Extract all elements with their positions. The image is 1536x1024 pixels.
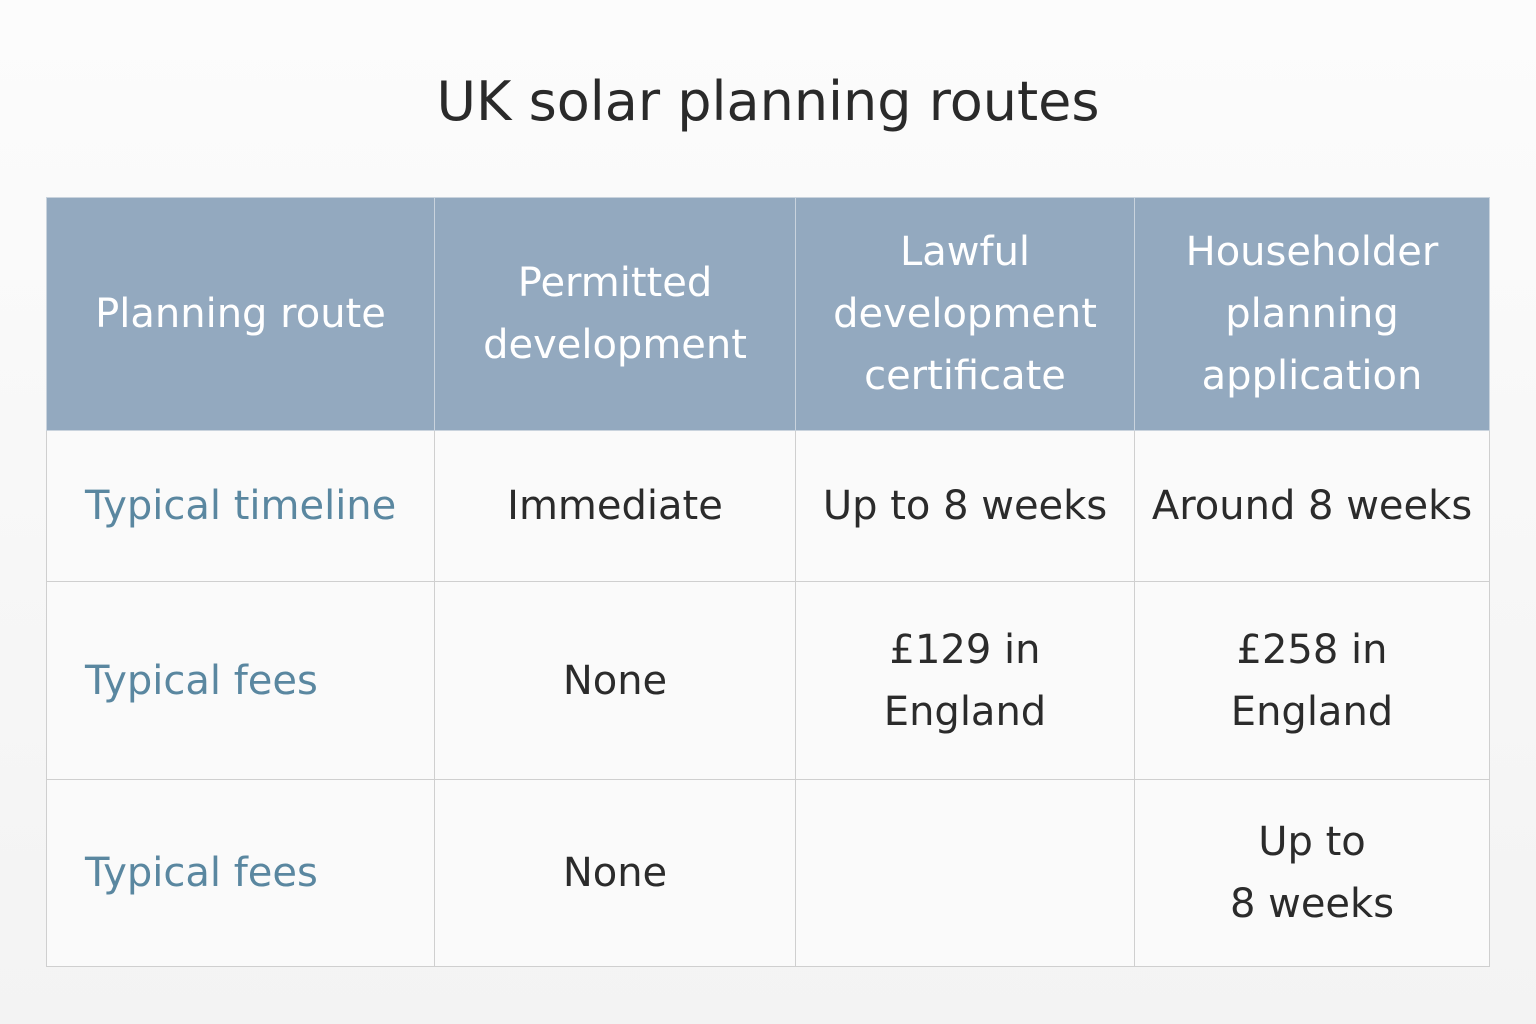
table-cell: None — [434, 581, 796, 780]
cell-text: £258 in England — [1230, 626, 1394, 735]
table-row: Typical fees None Up to 8 weeks — [46, 779, 1490, 967]
cell-text: Around 8 weeks — [1151, 483, 1473, 529]
header-cell: Lawful development certificate — [795, 197, 1135, 431]
table-cell: Up to 8 weeks — [1134, 779, 1490, 967]
cell-text: None — [562, 850, 668, 896]
cell-text: £129 in England — [883, 626, 1047, 735]
header-label: Planning route — [95, 291, 386, 337]
table-cell — [795, 779, 1135, 967]
table-row: Typical fees None £129 in England £258 i… — [46, 581, 1490, 780]
cell-text: Immediate — [507, 483, 723, 529]
table-header-row: Planning route Permitted development Law… — [46, 197, 1490, 431]
header-label: Permitted development — [483, 260, 747, 368]
header-label: Lawful development certificate — [833, 229, 1097, 399]
planning-routes-table: Planning route Permitted development Law… — [46, 197, 1490, 967]
cell-text: Up to 8 weeks — [822, 483, 1108, 529]
table-cell: None — [434, 779, 796, 967]
row-label: Typical timeline — [46, 430, 435, 582]
cell-text: Up to 8 weeks — [1229, 819, 1395, 927]
header-cell: Householder planning application — [1134, 197, 1490, 431]
row-label: Typical fees — [46, 581, 435, 780]
header-cell: Planning route — [46, 197, 435, 431]
row-label: Typical fees — [46, 779, 435, 967]
cell-text: None — [562, 657, 668, 704]
table-row: Typical timeline Immediate Up to 8 weeks… — [46, 430, 1490, 582]
header-cell: Permitted development — [434, 197, 796, 431]
header-label: Householder planning application — [1185, 229, 1439, 399]
table-cell: Immediate — [434, 430, 796, 582]
table-cell: £129 in England — [795, 581, 1135, 780]
page-title: UK solar planning routes — [436, 70, 1100, 133]
table-cell: Up to 8 weeks — [795, 430, 1135, 582]
table-cell: £258 in England — [1134, 581, 1490, 780]
table-cell: Around 8 weeks — [1134, 430, 1490, 582]
